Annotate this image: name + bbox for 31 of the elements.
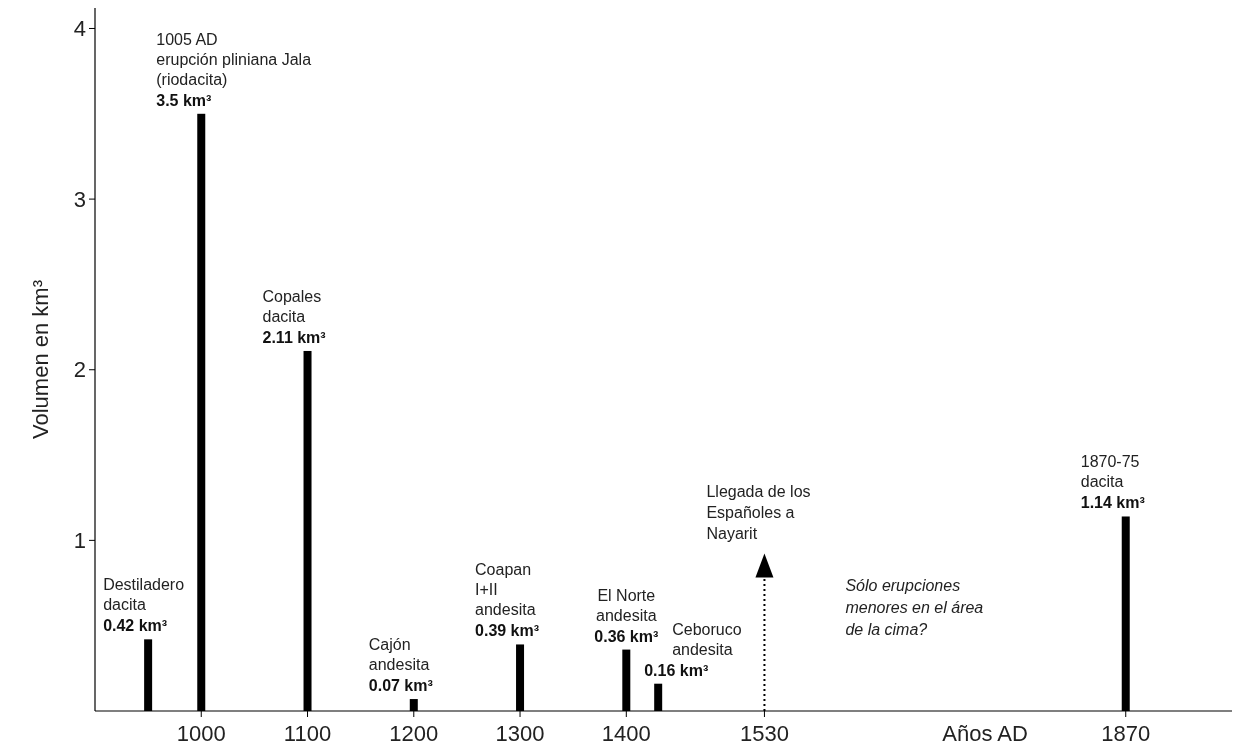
annotation: Destiladero dacita (103, 576, 185, 614)
data-label: 0.16 km³ (644, 661, 709, 679)
data-label: 0.36 km³ (594, 627, 659, 645)
annotation: El Norte andesita (596, 586, 657, 624)
ref-line-label: Llegada de los Españoles a Nayarit (706, 483, 811, 543)
x-tick-label: 1400 (601, 721, 651, 746)
data-label: 2.11 km³ (262, 328, 326, 346)
x-tick-label: 1000 (176, 721, 226, 746)
data-label: 0.07 km³ (368, 677, 433, 695)
data-label: 0.39 km³ (475, 622, 540, 640)
y-tick-label: 2 (73, 357, 86, 383)
x-tick-label: 1200 (389, 721, 439, 746)
data-label: 3.5 km³ (156, 91, 212, 109)
data-label: 1.14 km³ (1080, 494, 1145, 512)
x-tick-label: 1100 (283, 721, 332, 746)
annotation: 1005 AD erupción pliniana Jala (riodacita) (156, 30, 312, 88)
annotation: Copales dacita (262, 287, 322, 325)
x-tick-label: 1300 (495, 721, 545, 746)
y-axis-title: Volumen en km³ (28, 280, 53, 439)
data-label: 0.42 km³ (103, 617, 168, 635)
y-tick-label: 4 (73, 16, 86, 42)
annotation: Cajón andesita (368, 636, 430, 674)
annotation: Sólo erupciones menores en el área de la cima? (845, 577, 984, 638)
y-tick-label: 3 (73, 186, 86, 212)
annotation: Coapan I+II andesita (475, 561, 536, 619)
x-tick-label: 1530 (739, 721, 789, 746)
x-axis-title: Años AD (942, 721, 1028, 746)
y-tick-label: 1 (73, 528, 86, 554)
annotation: Ceboruco andesita (672, 620, 742, 658)
x-tick-label: 1870 (1101, 721, 1151, 746)
annotation: 1870-75 dacita (1080, 453, 1140, 491)
